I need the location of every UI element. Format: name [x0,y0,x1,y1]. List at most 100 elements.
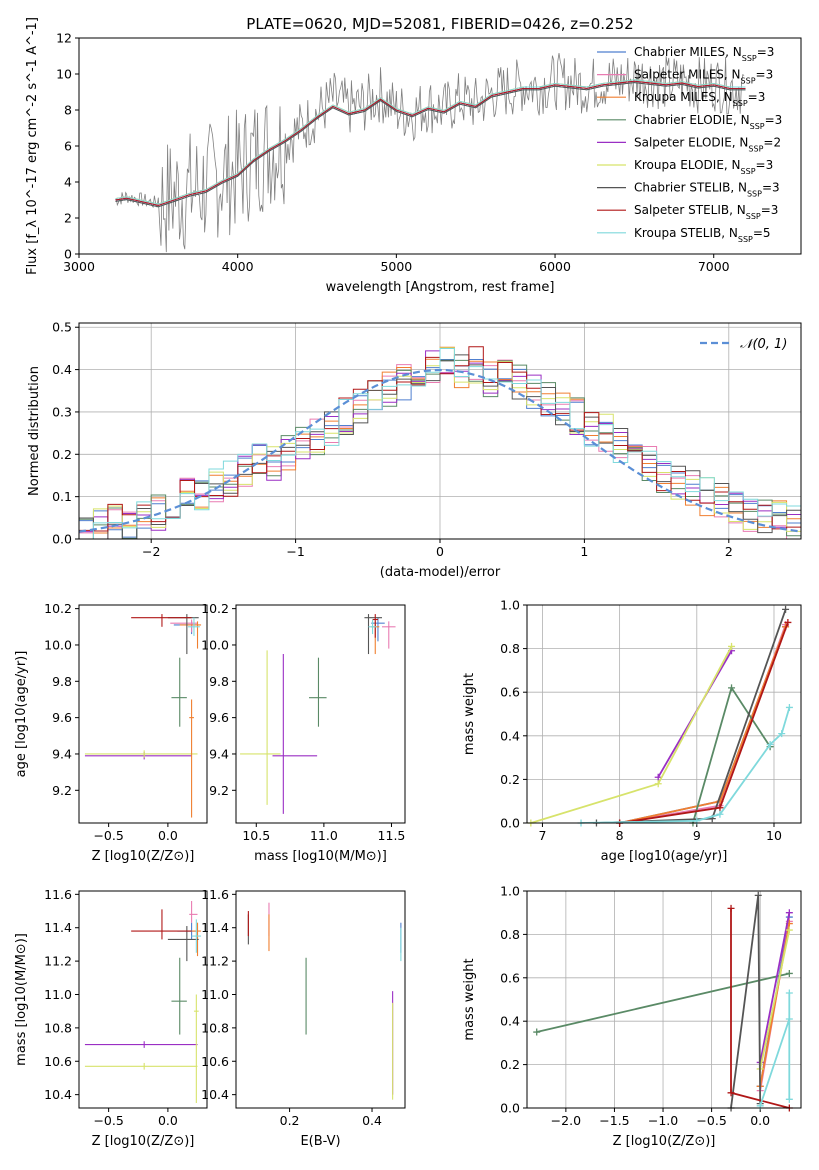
y-tick-label: 10.2 [44,601,72,616]
mass-weight-line [580,707,791,823]
point-marker [785,926,793,934]
x-tick-label: 0.0 [158,828,178,843]
y-tick-label: 0.3 [52,404,72,419]
y-tick-label: 11.6 [201,887,229,902]
model-spectrum-line [115,79,746,205]
point-marker [785,969,793,977]
point-marker [782,605,790,613]
x-tick-label: 0.0 [750,1113,770,1128]
x-tick-label: −1.5 [599,1113,629,1128]
y-tick-label: 10.6 [201,1054,229,1069]
axes-frame [78,322,802,540]
point-marker [533,1028,541,1036]
x-tick-label: 0 [436,544,444,559]
x-axis-label: (data-model)/error [380,565,501,580]
x-tick-label: 11.5 [378,828,406,843]
x-tick-label: −2 [142,544,160,559]
x-tick-label: 0.0 [158,1113,178,1128]
y-tick-label: 9.6 [52,710,72,725]
x-tick-label: 1 [580,544,588,559]
x-tick-label: 10 [766,828,782,843]
point-marker [785,989,793,997]
model-spectrum-line [115,80,746,206]
y-tick-label: 0.5 [52,320,72,335]
y-tick-label: 1.0 [500,598,520,613]
model-spectrum-line [115,82,746,208]
age-vs-metallicity-panel: −0.5 0.0 9.2 9.4 9.6 9.8 10.0 10.2 Z [log10(Z/Z⊙… [14,601,208,864]
legend-label: Chabrier STELIB, NSSP=3 [634,181,780,199]
x-tick-label: 7 [538,828,546,843]
legend-label: Salpeter ELODIE, NSSP=2 [634,135,781,153]
mass-vs-ebv-panel: 0.2 0.4 10.4 10.6 10.8 11.0 11.2 11.4 11.6 E(B-V) [201,887,406,1149]
legend-label: 𝒩(0, 1) [740,337,787,352]
mass-weight-line [759,929,791,1070]
mass-weight-line [530,645,733,823]
mass-weight-line [619,626,787,823]
legend-label: Chabrier MILES, NSSP=3 [634,45,774,63]
y-tick-label: 10.8 [201,1020,229,1035]
point-marker [784,618,792,626]
y-tick-label: 9.2 [209,783,229,798]
y-tick-label: 11.4 [201,920,229,935]
y-tick-label: 2 [64,211,72,226]
point-marker [716,804,724,812]
y-tick-label: 10.0 [201,637,229,652]
y-axis-label: age [log10(age/yr)] [14,651,29,778]
mass-weight-line [619,626,787,823]
y-tick-label: 0.1 [52,489,72,504]
figure-title: PLATE=0620, MJD=52081, FIBERID=0426, z=0… [246,15,633,33]
legend-label: Chabrier ELODIE, NSSP=3 [634,113,782,131]
y-tick-label: 0 [64,247,72,262]
y-tick-label: 0.2 [52,447,72,462]
point-marker [654,780,662,788]
axes-frame [78,604,208,824]
point-marker [728,642,736,650]
x-tick-label: 4000 [222,259,254,274]
legend-label: Kroupa ELODIE, NSSP=3 [634,158,773,176]
x-tick-label: −0.5 [93,1113,123,1128]
y-tick-label: 0.0 [500,816,520,831]
y-axis-label: mass weight [462,958,477,1040]
y-tick-label: 6 [64,139,72,154]
y-tick-label: 10.8 [44,1020,72,1035]
point-marker [728,684,736,692]
y-tick-label: 0.0 [500,1101,520,1116]
x-tick-label: 6000 [539,259,571,274]
y-axis-label: Normed distribution [27,366,42,496]
legend-label: Kroupa MILES, NSSP=3 [634,90,765,108]
axes-frame [78,890,208,1109]
y-tick-label: 0.4 [500,1014,520,1029]
y-tick-label: 12 [56,31,72,46]
x-tick-label: −0.5 [696,1113,726,1128]
x-axis-label: age [log10(age/yr)] [601,849,728,864]
residual-histogram [79,348,801,539]
y-tick-label: 8 [64,103,72,118]
y-tick-label: 11.2 [201,954,229,969]
x-axis-label: Z [log10(Z/Z⊙)] [613,1134,716,1149]
y-tick-label: 10.0 [44,637,72,652]
y-axis-label: Flux [f_λ 10^-17 erg cm^-2 s^-1 A^-1] [25,17,40,275]
mass-weight-line [596,609,787,823]
mass-weight-line [759,993,791,1107]
mass-weight-line [759,912,791,1063]
mass-weight-line [692,685,771,823]
x-tick-label: 0.4 [362,1113,382,1128]
y-tick-label: 10.4 [44,1087,72,1102]
x-tick-label: 8 [616,828,624,843]
data-spectrum-line [115,53,745,253]
x-tick-label: −1 [286,544,304,559]
x-tick-label: 7000 [698,259,730,274]
legend-label: Kroupa STELIB, NSSP=5 [634,226,771,244]
y-tick-label: 11.6 [44,887,72,902]
point-marker [785,1015,793,1023]
y-tick-label: 0.8 [500,927,520,942]
age-vs-mass-panel: 10.5 11.0 11.5 9.2 9.4 9.6 9.8 10.0 10.2 mass [lo… [201,601,406,864]
mass-vs-metallicity-panel: −0.5 0.0 10.4 10.6 10.8 11.0 11.2 11.4 11.6 Z [lo… [14,887,208,1149]
x-axis-label: Z [log10(Z/Z⊙)] [92,849,195,864]
y-tick-label: 11.4 [44,920,72,935]
y-tick-label: 0.6 [500,685,520,700]
axes-frame [526,890,802,1109]
y-tick-label: 11.0 [201,987,229,1002]
x-tick-label: 0.2 [280,1113,300,1128]
y-tick-label: 10.6 [44,1054,72,1069]
